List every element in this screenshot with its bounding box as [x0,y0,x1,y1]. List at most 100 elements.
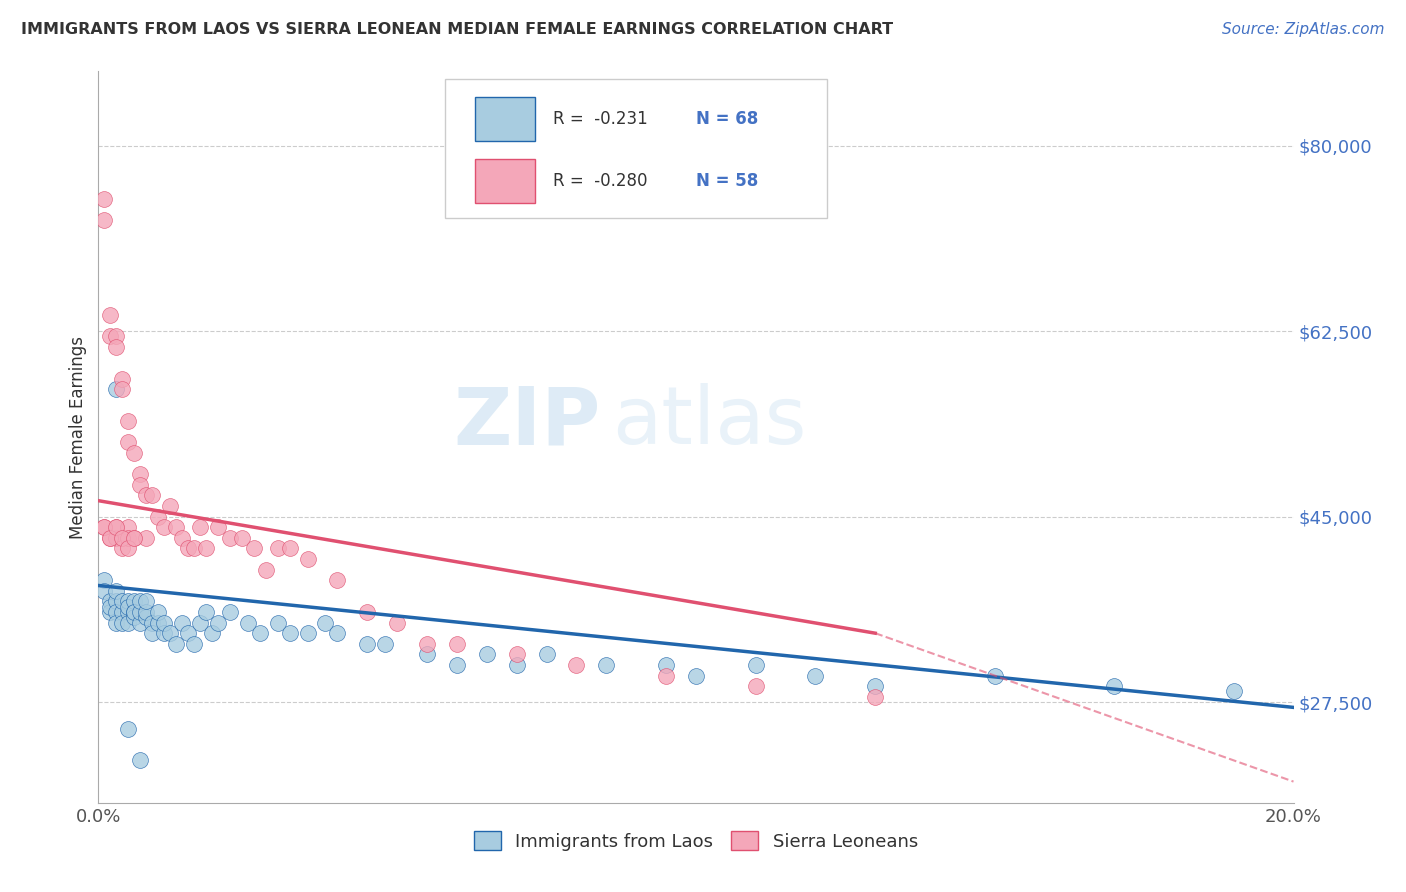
Point [117,615,139,630]
Point [219,531,242,545]
Text: R =  -0.231: R = -0.231 [553,110,647,128]
Point [98,531,122,545]
Point [446,658,468,673]
Text: IMMIGRANTS FROM LAOS VS SIERRA LEONEAN MEDIAN FEMALE EARNINGS CORRELATION CHART: IMMIGRANTS FROM LAOS VS SIERRA LEONEAN M… [21,22,893,37]
Point [93,212,115,227]
Point [98,605,122,619]
Point [159,626,181,640]
Point [249,626,271,640]
Point [326,573,349,587]
Point [93,520,115,534]
Point [105,520,128,534]
Point [188,615,211,630]
Point [1223,684,1246,698]
Point [98,594,122,608]
Point [984,668,1007,682]
Point [117,599,139,614]
Point [153,626,176,640]
Point [165,520,187,534]
Point [243,541,266,556]
Point [124,594,146,608]
Point [236,615,259,630]
Point [446,637,468,651]
FancyBboxPatch shape [475,97,534,141]
Point [135,605,157,619]
Point [207,615,229,630]
Point [195,605,218,619]
Point [153,520,176,534]
Point [148,615,170,630]
Text: ZIP: ZIP [453,384,600,461]
Point [129,594,152,608]
Point [297,626,319,640]
Point [135,594,157,608]
Point [183,541,205,556]
FancyBboxPatch shape [446,78,827,218]
Point [117,520,139,534]
Point [117,531,139,545]
Point [98,531,122,545]
Legend: Immigrants from Laos, Sierra Leoneans: Immigrants from Laos, Sierra Leoneans [465,822,927,860]
Point [254,563,277,577]
Point [105,594,128,608]
Point [356,605,378,619]
Point [105,605,128,619]
Point [745,658,768,673]
Text: atlas: atlas [613,384,807,461]
Point [105,329,128,343]
Point [231,531,253,545]
Point [685,668,707,682]
Point [111,541,134,556]
Point [129,753,152,767]
Point [117,435,139,450]
Point [201,626,224,640]
Point [124,446,146,460]
Point [655,668,678,682]
Point [865,690,887,704]
Point [536,648,558,662]
Point [135,488,157,502]
Point [111,383,134,397]
Point [111,615,134,630]
Point [267,615,290,630]
Point [141,615,163,630]
Point [172,531,194,545]
Point [177,626,200,640]
Point [98,329,122,343]
Text: N = 58: N = 58 [696,172,758,190]
Point [219,605,242,619]
Point [153,615,176,630]
Point [93,520,115,534]
Point [141,488,163,502]
Point [135,610,157,624]
Point [315,615,337,630]
Point [172,615,194,630]
FancyBboxPatch shape [475,159,534,203]
Point [135,531,157,545]
Point [124,610,146,624]
Point [117,414,139,428]
Point [105,583,128,598]
Point [129,467,152,482]
Point [267,541,290,556]
Point [93,192,115,206]
Point [98,599,122,614]
Point [416,637,439,651]
Point [148,509,170,524]
Point [745,679,768,693]
Point [129,477,152,491]
Point [506,658,529,673]
Point [1104,679,1126,693]
Text: N = 68: N = 68 [696,110,758,128]
Point [111,531,134,545]
Point [105,615,128,630]
Point [159,499,181,513]
Point [93,573,115,587]
Point [105,531,128,545]
Point [148,605,170,619]
Point [177,541,200,556]
Point [124,605,146,619]
Text: R =  -0.280: R = -0.280 [553,172,647,190]
Text: Source: ZipAtlas.com: Source: ZipAtlas.com [1222,22,1385,37]
Point [124,605,146,619]
